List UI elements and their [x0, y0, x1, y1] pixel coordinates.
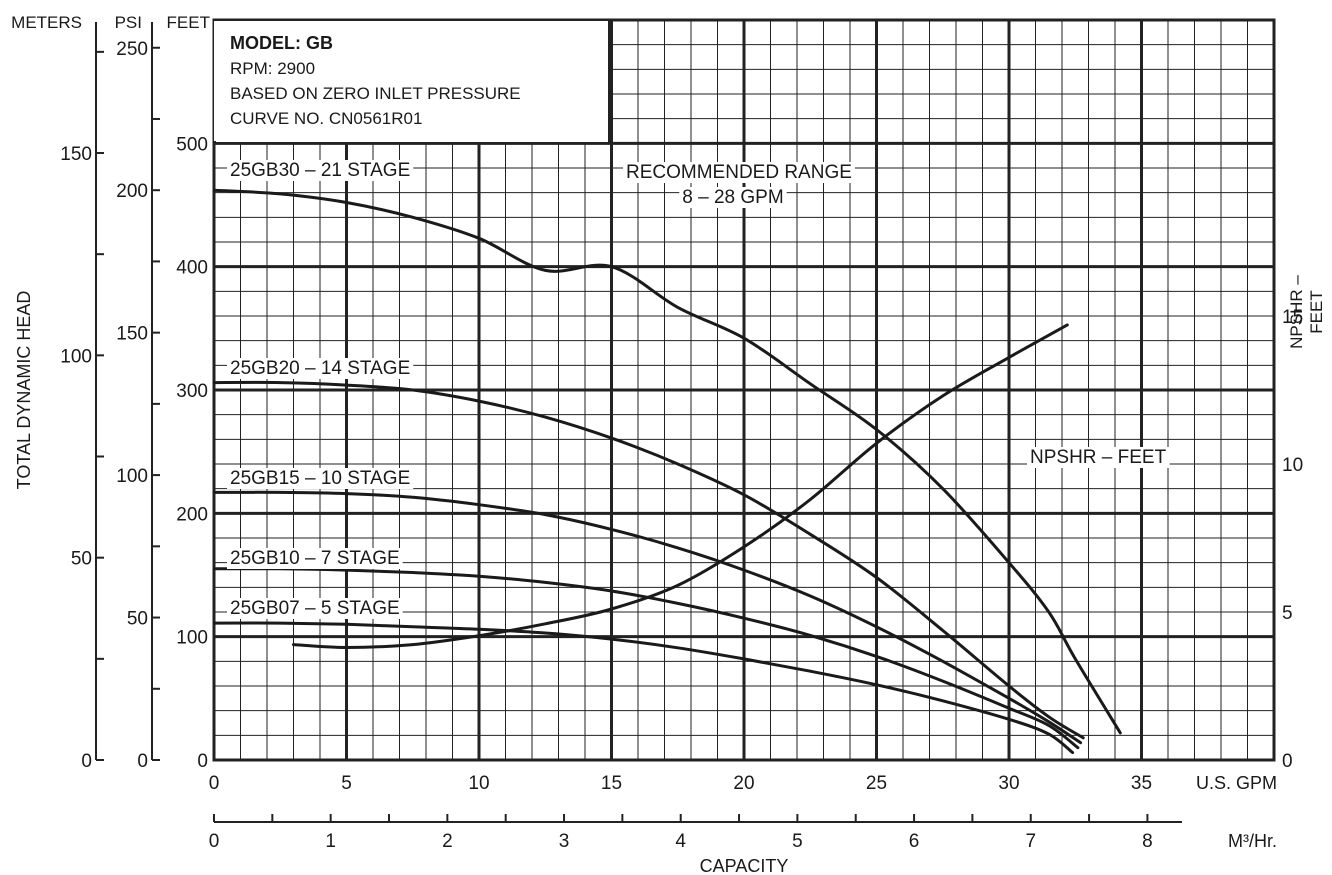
plot-frame [212, 18, 1276, 762]
pump-curve-1 [212, 380, 1085, 740]
x-unit-m3: M³/Hr. [1228, 831, 1277, 851]
y-tick-label-feet: 300 [176, 381, 208, 402]
x-tick-label-m3: 7 [1025, 831, 1036, 852]
x-tick-label-gpm: 0 [209, 773, 220, 794]
series-label-bg [227, 358, 414, 379]
y-tick-label-psi: 150 [116, 324, 148, 345]
rpm-label: RPM: 2900 [230, 59, 316, 78]
pump-curve-2 [212, 490, 1083, 745]
inlet-label: BASED ON ZERO INLET PRESSURE [230, 84, 521, 103]
series-label-bg [227, 160, 414, 181]
x-tick-label-m3: 3 [559, 831, 570, 852]
npshr-axis-title-line1: NPSHR – [1287, 275, 1306, 349]
x-tick-label-gpm: 5 [341, 773, 352, 794]
x-tick-label-gpm: 15 [601, 773, 622, 794]
series-label: 25GB07 – 5 STAGE [230, 598, 400, 619]
pump-curve-3 [212, 567, 1080, 750]
y-tick-label-meters: 0 [81, 751, 92, 772]
y-tick-label-npshr: 0 [1282, 751, 1293, 772]
x-tick-label-m3: 8 [1142, 831, 1153, 852]
meters-header: METERS [11, 13, 82, 32]
recommended-range-label-bg [623, 162, 855, 183]
x-tick-label-m3: 4 [675, 831, 686, 852]
y-tick-label-meters: 150 [60, 144, 92, 165]
y-tick-label-meters: 50 [71, 549, 92, 570]
npshr-curve [292, 323, 1069, 650]
pump-curve-4 [212, 621, 1075, 755]
recommended-range-value-bg [679, 187, 787, 208]
y-tick-label-npshr: 15 [1282, 307, 1303, 328]
info-box: MODEL: GB RPM: 2900 BASED ON ZERO INLET … [214, 21, 608, 141]
x-tick-label-m3: 5 [792, 831, 803, 852]
series-label: 25GB30 – 21 STAGE [230, 160, 410, 181]
y-tick-label-psi: 100 [116, 466, 148, 487]
npshr-series-label: NPSHR – FEET [1030, 447, 1167, 468]
y-tick-label-npshr: 10 [1282, 455, 1303, 476]
y-tick-label-psi: 200 [116, 181, 148, 202]
recommended-range-label: RECOMMENDED RANGE [626, 162, 852, 183]
feet-header: FEET [167, 13, 210, 32]
pump-curve-0 [212, 188, 1122, 735]
model-label: MODEL: GB [230, 33, 333, 53]
series-label: 25GB20 – 14 STAGE [230, 358, 410, 379]
axes: 0100200300400500050100150200250050100150… [11, 13, 1326, 875]
x-tick-label-gpm: 10 [468, 773, 489, 794]
series-label: 25GB15 – 10 STAGE [230, 468, 410, 489]
curve-number-label: CURVE NO. CN0561R01 [230, 109, 423, 128]
y-tick-label-feet: 200 [176, 504, 208, 525]
x-unit-gpm: U.S. GPM [1196, 773, 1277, 793]
npshr-series-label-bg [1027, 447, 1170, 468]
psi-header: PSI [115, 13, 142, 32]
y-tick-label-psi: 250 [116, 39, 148, 60]
x-tick-label-gpm: 25 [866, 773, 887, 794]
y-axis-title: TOTAL DYNAMIC HEAD [14, 291, 34, 490]
y-tick-label-npshr: 5 [1282, 603, 1293, 624]
x-axis-title: CAPACITY [700, 856, 789, 875]
series-label: 25GB10 – 7 STAGE [230, 548, 400, 569]
x-tick-label-m3: 1 [325, 831, 336, 852]
series-label-bg [227, 598, 403, 619]
x-tick-label-gpm: 30 [998, 773, 1019, 794]
y-tick-label-feet: 500 [176, 134, 208, 155]
npshr-axis-title-line2: FEET [1307, 290, 1326, 333]
x-tick-label-m3: 6 [909, 831, 920, 852]
y-tick-label-meters: 100 [60, 346, 92, 367]
series-label-bg [227, 468, 414, 489]
y-tick-label-psi: 50 [127, 609, 148, 630]
labels: 25GB30 – 21 STAGE 25GB20 – 14 STAGE 25GB15… [227, 160, 1170, 619]
series-label-bg [227, 548, 403, 569]
x-tick-label-m3: 2 [442, 831, 453, 852]
x-tick-label-gpm: 35 [1131, 773, 1152, 794]
x-tick-label-gpm: 20 [733, 773, 754, 794]
y-tick-label-psi: 0 [137, 751, 148, 772]
y-tick-label-feet: 0 [197, 751, 208, 772]
x-tick-label-m3: 0 [209, 831, 220, 852]
curves [212, 188, 1122, 755]
y-tick-label-feet: 100 [176, 628, 208, 649]
recommended-range-value: 8 – 28 GPM [682, 187, 783, 208]
y-tick-label-feet: 400 [176, 258, 208, 279]
